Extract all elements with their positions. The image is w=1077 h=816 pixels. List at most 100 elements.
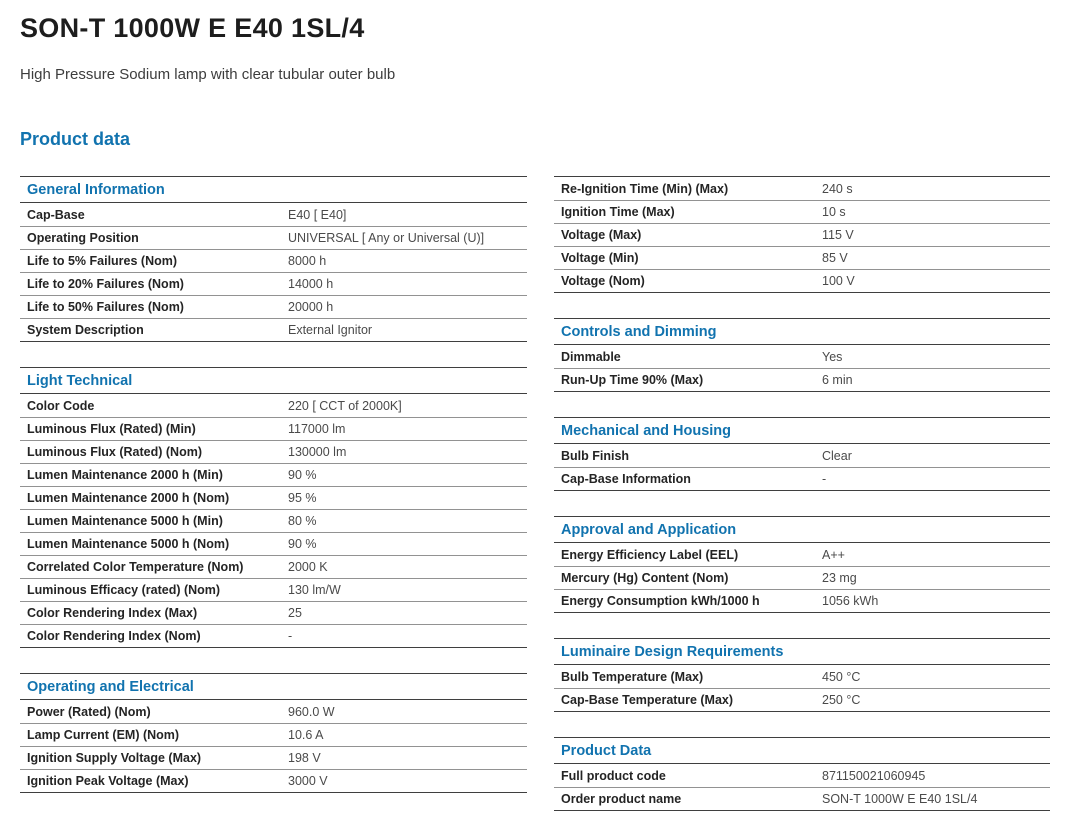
row-label: Lamp Current (EM) (Nom) (27, 728, 180, 742)
row-label: Life to 50% Failures (Nom) (27, 300, 184, 314)
row-label: Voltage (Max) (561, 228, 642, 242)
row-label: Lumen Maintenance 5000 h (Nom) (27, 537, 230, 551)
table-row: Color Code 220 [ CCT of 2000K] (20, 394, 527, 417)
table-row: Luminous Efficacy (rated) (Nom) 130 lm/W (20, 578, 527, 601)
row-value: SON-T 1000W E E40 1SL/4 (822, 792, 978, 806)
table-row: System Description External Ignitor (20, 318, 527, 341)
row-value: 10 s (822, 205, 846, 219)
row-label: Luminous Efficacy (rated) (Nom) (27, 583, 221, 597)
row-value: - (822, 472, 827, 486)
row-label: Energy Efficiency Label (EEL) (561, 547, 739, 562)
row-value: A++ (822, 547, 845, 562)
row-value: 10.6 A (288, 728, 324, 742)
row-label: Bulb Temperature (Max) (561, 669, 704, 684)
row-value: 220 [ CCT of 2000K] (288, 398, 402, 413)
row-value: 117000 lm (288, 422, 346, 436)
table-row: Lumen Maintenance 2000 h (Nom) 95 % (20, 486, 527, 509)
table-row: Power (Rated) (Nom) 960.0 W (20, 700, 527, 723)
spec-table: Approval and Application Energy Efficien… (554, 516, 1050, 613)
row-value: 1056 kWh (822, 594, 879, 608)
row-label: Voltage (Min) (561, 251, 639, 265)
spec-table-header: Approval and Application (554, 517, 1050, 543)
spec-table: Re-Ignition Time (Min) (Max) 240 s Ignit… (554, 176, 1050, 293)
row-label: Life to 20% Failures (Nom) (27, 277, 184, 291)
row-label: Order product name (561, 792, 682, 806)
table-row: Lumen Maintenance 5000 h (Nom) 90 % (20, 532, 527, 555)
table-row: Luminous Flux (Rated) (Min) 117000 lm (20, 417, 527, 440)
row-label: Operating Position (27, 231, 139, 245)
row-value: 90 % (288, 537, 317, 551)
row-label: Lumen Maintenance 5000 h (Min) (27, 514, 223, 528)
spec-table-header: Light Technical (20, 368, 527, 394)
row-value: 115 V (822, 228, 854, 242)
table-row: Life to 5% Failures (Nom) 8000 h (20, 249, 527, 272)
row-label: Mercury (Hg) Content (Nom) (561, 571, 729, 585)
spec-table-header: Mechanical and Housing (554, 418, 1050, 444)
spec-table-header: Operating and Electrical (20, 674, 527, 700)
spec-table: Luminaire Design Requirements Bulb Tempe… (554, 638, 1050, 712)
table-row: Mercury (Hg) Content (Nom) 23 mg (554, 566, 1050, 589)
table-row: Cap-Base Information - (554, 467, 1050, 490)
row-value: External Ignitor (288, 323, 373, 337)
row-value: 14000 h (288, 277, 334, 291)
table-row: Cap-Base E40 [ E40] (20, 203, 527, 226)
row-label: Ignition Time (Max) (561, 205, 675, 219)
row-label: Color Rendering Index (Nom) (27, 629, 201, 643)
spec-table: Operating and Electrical Power (Rated) (… (20, 673, 527, 793)
product-data-column-left: General Information Cap-Base E40 [ E40] … (20, 176, 527, 793)
row-value: 450 °C (822, 669, 861, 684)
table-row: Ignition Time (Max) 10 s (554, 200, 1050, 223)
table-row: Color Rendering Index (Nom) - (20, 624, 527, 647)
spec-table-header: Product Data (554, 738, 1050, 764)
spec-table: Mechanical and Housing Bulb Finish Clear… (554, 417, 1050, 491)
table-row: Color Rendering Index (Max) 25 (20, 601, 527, 624)
row-label: Energy Consumption kWh/1000 h (561, 594, 760, 608)
row-value: 198 V (288, 751, 321, 765)
table-row: Bulb Finish Clear (554, 444, 1050, 467)
row-label: Power (Rated) (Nom) (27, 704, 151, 719)
row-label: Luminous Flux (Rated) (Min) (27, 422, 196, 436)
table-row: Order product name SON-T 1000W E E40 1SL… (554, 787, 1050, 810)
page-subtitle: High Pressure Sodium lamp with clear tub… (20, 66, 396, 83)
table-row: Lumen Maintenance 2000 h (Min) 90 % (20, 463, 527, 486)
row-label: Dimmable (561, 349, 621, 364)
row-value: 130000 lm (288, 445, 347, 459)
spec-table-header: General Information (20, 177, 527, 203)
table-row: Energy Consumption kWh/1000 h 1056 kWh (554, 589, 1050, 612)
spec-table-header: Luminaire Design Requirements (554, 639, 1050, 665)
table-row: Ignition Peak Voltage (Max) 3000 V (20, 769, 527, 792)
row-value: 871150021060945 (822, 768, 926, 783)
row-label: Ignition Peak Voltage (Max) (27, 774, 189, 788)
row-value: 95 % (288, 491, 317, 505)
row-value: 8000 h (288, 254, 327, 268)
row-value: 130 lm/W (288, 583, 341, 597)
row-value: 80 % (288, 514, 317, 528)
row-label: Luminous Flux (Rated) (Nom) (27, 445, 202, 459)
table-row: Voltage (Min) 85 V (554, 246, 1050, 269)
table-row: Re-Ignition Time (Min) (Max) 240 s (554, 177, 1050, 200)
table-row: Luminous Flux (Rated) (Nom) 130000 lm (20, 440, 527, 463)
spec-table: Light Technical Color Code 220 [ CCT of … (20, 367, 527, 648)
row-value: 3000 V (288, 774, 328, 788)
table-row: Ignition Supply Voltage (Max) 198 V (20, 746, 527, 769)
row-value: 100 V (822, 274, 855, 288)
row-label: Color Code (27, 398, 95, 413)
row-value: 85 V (822, 251, 848, 265)
row-label: Cap-Base (27, 207, 85, 222)
row-value: E40 [ E40] (288, 207, 347, 222)
row-label: Lumen Maintenance 2000 h (Min) (27, 468, 223, 482)
table-row: Cap-Base Temperature (Max) 250 °C (554, 688, 1050, 711)
page-title: SON-T 1000W E E40 1SL/4 (20, 13, 365, 43)
row-value: - (288, 629, 293, 643)
product-data-heading: Product data (20, 129, 131, 149)
row-label: Life to 5% Failures (Nom) (27, 254, 178, 268)
row-value: 240 s (822, 181, 853, 196)
table-row: Bulb Temperature (Max) 450 °C (554, 665, 1050, 688)
row-value: 6 min (822, 373, 853, 387)
spec-table: General Information Cap-Base E40 [ E40] … (20, 176, 527, 342)
table-row: Operating Position UNIVERSAL [ Any or Un… (20, 226, 527, 249)
spec-table: Controls and Dimming Dimmable Yes Run-Up… (554, 318, 1050, 392)
row-label: Cap-Base Temperature (Max) (561, 693, 734, 707)
table-row: Energy Efficiency Label (EEL) A++ (554, 543, 1050, 566)
table-row: Lumen Maintenance 5000 h (Min) 80 % (20, 509, 527, 532)
